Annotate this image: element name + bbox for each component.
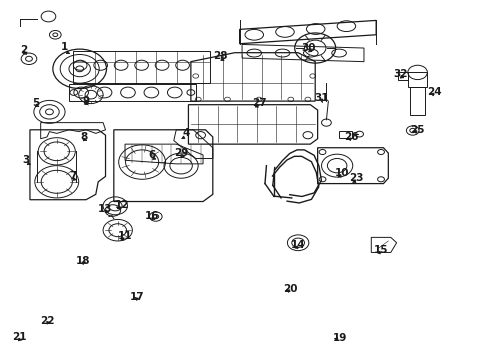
Text: 17: 17 <box>130 292 144 302</box>
Text: 8: 8 <box>80 132 87 142</box>
Text: 5: 5 <box>32 98 40 108</box>
Text: 14: 14 <box>290 239 305 249</box>
Text: 6: 6 <box>148 150 155 160</box>
Text: 25: 25 <box>409 125 424 135</box>
Text: 29: 29 <box>174 148 188 158</box>
Text: 26: 26 <box>344 132 358 142</box>
Text: 10: 10 <box>334 168 348 178</box>
Text: 30: 30 <box>301 43 315 53</box>
Text: 16: 16 <box>144 211 159 221</box>
Text: 4: 4 <box>182 129 189 138</box>
Text: 13: 13 <box>98 204 113 214</box>
Text: 24: 24 <box>427 87 441 97</box>
Text: 28: 28 <box>212 51 227 61</box>
Text: 21: 21 <box>12 332 26 342</box>
Text: 32: 32 <box>392 69 407 79</box>
Text: 3: 3 <box>22 155 30 165</box>
Text: 2: 2 <box>20 45 28 55</box>
Text: 15: 15 <box>373 245 387 255</box>
Text: 27: 27 <box>251 98 266 108</box>
Text: 1: 1 <box>61 42 67 52</box>
Text: 9: 9 <box>82 96 89 106</box>
Text: 18: 18 <box>75 256 90 266</box>
Text: 31: 31 <box>314 93 328 103</box>
Text: 23: 23 <box>349 173 363 183</box>
Text: 20: 20 <box>283 284 298 294</box>
Text: 11: 11 <box>118 231 132 240</box>
Text: 19: 19 <box>332 333 346 343</box>
Text: 12: 12 <box>114 200 129 210</box>
Text: 22: 22 <box>40 316 54 325</box>
Text: 7: 7 <box>69 171 77 181</box>
